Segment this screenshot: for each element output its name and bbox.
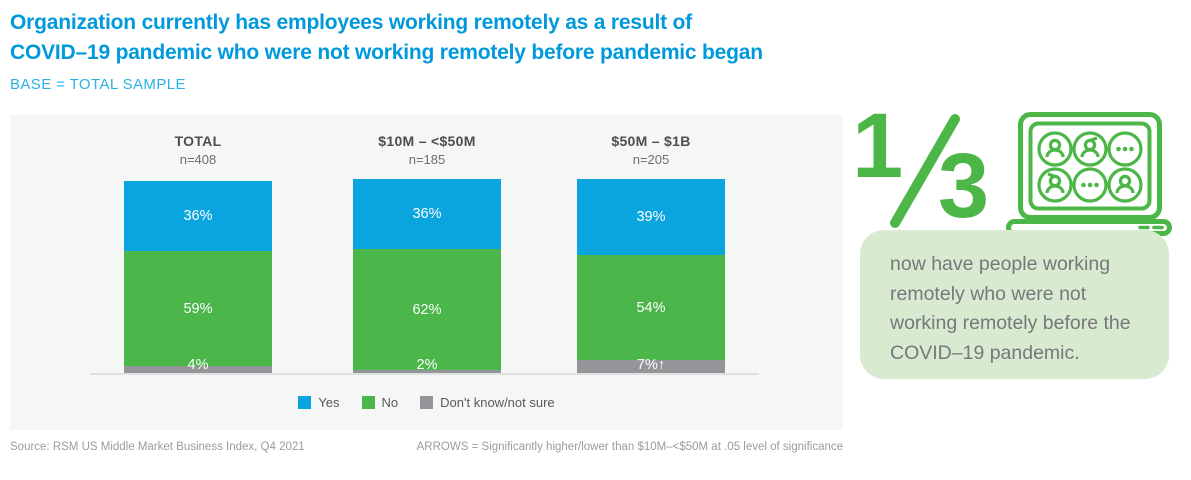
- fraction-numerator: 1: [852, 95, 904, 197]
- bar-segment-yes: 36%: [124, 180, 272, 252]
- page-title: Organization currently has employees wor…: [10, 8, 910, 68]
- column-header: TOTAL n=408: [124, 133, 272, 167]
- bar-segment-don-t-know-not-sure: [124, 366, 272, 374]
- category-label: $50M – $1B: [611, 133, 691, 149]
- segment-value-label: 54%: [636, 299, 666, 316]
- segment-value-label: 36%: [412, 206, 442, 223]
- stacked-bar: 39% 54% 7%↑: [577, 179, 725, 374]
- legend-label: Don't know/not sure: [440, 395, 555, 410]
- sample-size-label: n=205: [632, 152, 670, 167]
- segment-value-label: 7%↑: [636, 357, 666, 373]
- segment-value-label: 4%: [187, 357, 209, 373]
- fraction-denominator: 3: [938, 135, 990, 237]
- sample-size-label: n=408: [179, 152, 217, 167]
- legend-swatch: [361, 396, 375, 409]
- column-header: $50M – $1B n=205: [577, 133, 725, 167]
- bar-segment-don-t-know-not-sure: [577, 360, 725, 374]
- bar-segment-yes: 36%: [353, 179, 501, 250]
- segment-value-label: 39%: [636, 209, 666, 226]
- significance-note: ARROWS = Significantly higher/lower than…: [416, 441, 843, 453]
- segment-value-label: 2%: [416, 357, 438, 373]
- laptop-video-call-icon: [1006, 112, 1172, 236]
- sample-size-label: n=185: [408, 152, 446, 167]
- category-label: $10M – <$50M: [378, 133, 476, 149]
- stacked-bar: 36% 59% 4%: [124, 180, 272, 374]
- chart-legend: Yes No Don't know/not sure: [10, 395, 843, 410]
- callout-text: now have people working remotely who wer…: [890, 253, 1131, 364]
- stacked-bar: 36% 62% 2%: [353, 179, 501, 374]
- legend-swatch: [420, 396, 434, 409]
- column-header: $10M – <$50M n=185: [353, 133, 501, 167]
- category-label: TOTAL: [174, 133, 222, 149]
- source-note: Source: RSM US Middle Market Business In…: [10, 441, 305, 453]
- legend-swatch: [298, 396, 312, 409]
- base-sample-label: BASE = TOTAL SAMPLE: [10, 76, 186, 93]
- legend-label: No: [381, 395, 399, 410]
- bar-segment-don-t-know-not-sure: [353, 370, 501, 374]
- segment-value-label: 62%: [412, 301, 442, 318]
- segment-value-label: 59%: [183, 300, 213, 317]
- page-title-line1: Organization currently has employees wor…: [10, 11, 692, 34]
- legend-label: Yes: [318, 395, 340, 410]
- chart-panel: TOTAL n=408 36% 59% 4% $10M – <$50M n=185 36% 62…: [10, 115, 843, 430]
- legend-item: Don't know/not sure: [420, 395, 555, 410]
- bar-segment-no: 59%: [124, 251, 272, 367]
- legend-item: Yes: [298, 395, 340, 410]
- page-title-line2: COVID–19 pandemic who were not working r…: [10, 41, 763, 64]
- legend-item: No: [361, 395, 399, 410]
- bar-segment-yes: 39%: [577, 179, 725, 256]
- x-axis-baseline: [90, 373, 759, 375]
- segment-value-label: 36%: [183, 208, 213, 225]
- callout-box: now have people working remotely who wer…: [860, 230, 1169, 379]
- bar-segment-no: 62%: [353, 249, 501, 371]
- bar-segment-no: 54%: [577, 255, 725, 361]
